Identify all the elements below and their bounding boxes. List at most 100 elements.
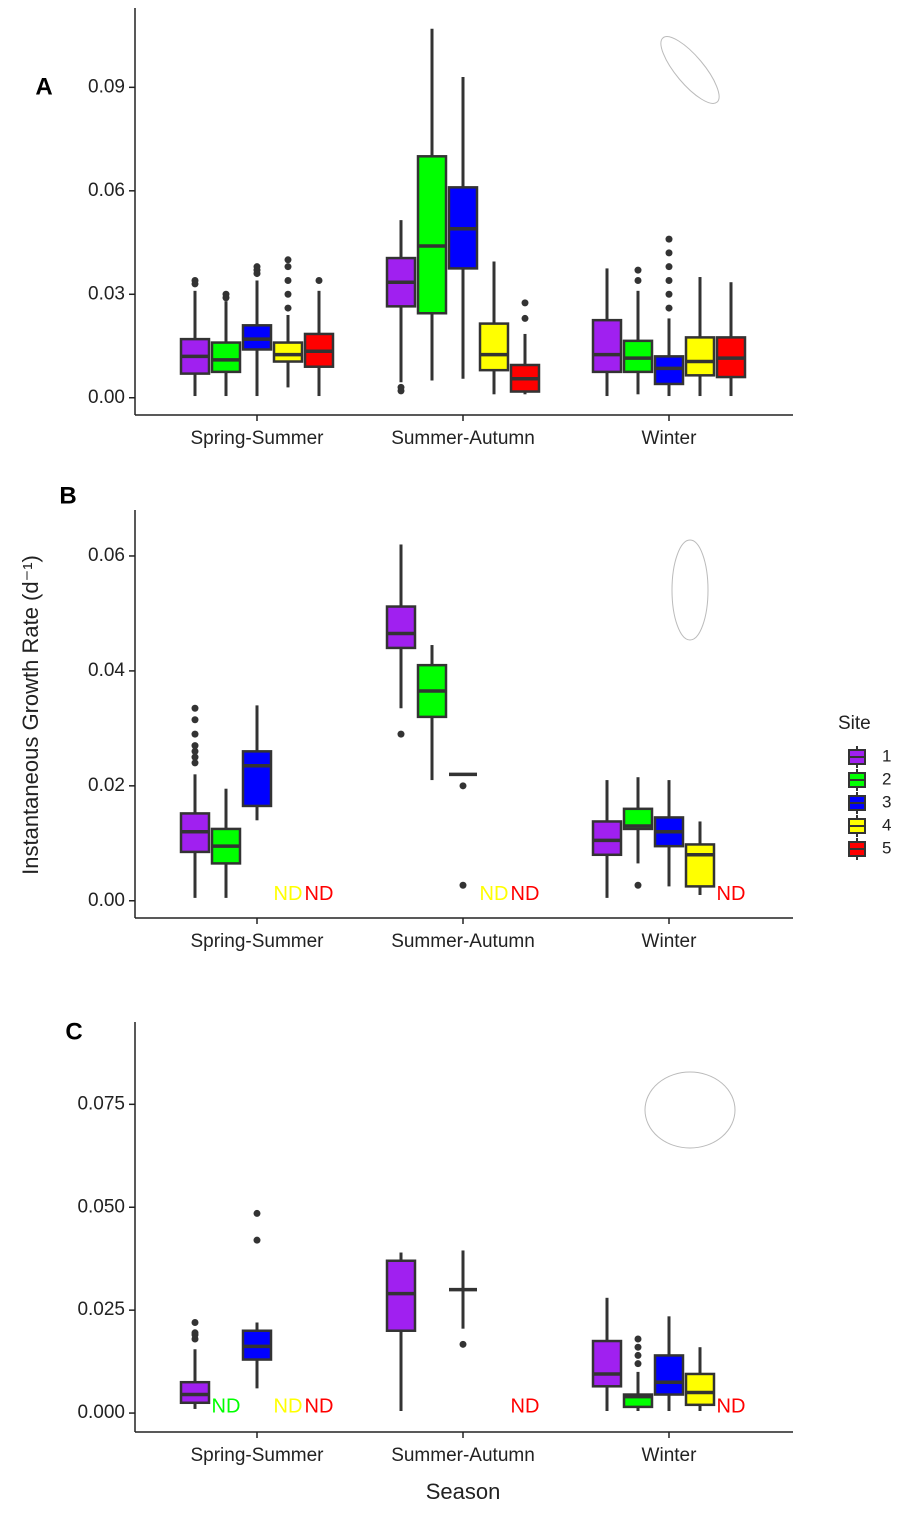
insect-sketches: [644, 36, 736, 1149]
outlier: [191, 730, 199, 738]
outlier: [191, 759, 199, 767]
outlier: [284, 256, 292, 264]
outlier: [397, 383, 405, 391]
outlier: [284, 290, 292, 298]
legend-label: 1: [882, 746, 891, 765]
y-tick-label: 0.09: [88, 76, 125, 97]
outlier: [191, 716, 199, 724]
box: [684, 843, 716, 888]
outlier: [634, 1360, 642, 1368]
panel-label: C: [65, 1018, 82, 1045]
y-tick-label: 0.06: [88, 545, 125, 566]
outlier: [191, 742, 199, 750]
box: [591, 318, 623, 374]
outlier: [191, 1329, 199, 1337]
outlier: [459, 782, 467, 790]
y-tick-label: 0.000: [77, 1402, 125, 1423]
box: [684, 336, 716, 377]
x-tick-label: Summer-Autumn: [391, 1445, 535, 1466]
box: [622, 807, 654, 831]
nd-label: ND: [274, 883, 303, 905]
x-tick-label: Spring-Summer: [190, 1445, 324, 1466]
y-tick-label: 0.00: [88, 387, 125, 408]
outlier: [222, 290, 230, 298]
outlier: [284, 276, 292, 284]
box: [210, 341, 242, 374]
box: [416, 155, 448, 315]
outlier: [459, 881, 467, 889]
x-tick-label: Summer-Autumn: [391, 428, 535, 449]
outlier: [253, 263, 261, 271]
panel-label: B: [59, 482, 76, 509]
outlier: [191, 753, 199, 761]
outlier: [634, 1351, 642, 1359]
outlier: [665, 235, 673, 243]
nd-label: ND: [717, 1395, 746, 1417]
outlier: [634, 881, 642, 889]
box: [385, 1259, 417, 1332]
nd-label: ND: [305, 1395, 334, 1417]
y-tick-label: 0.025: [77, 1299, 125, 1320]
y-tick-label: 0.06: [88, 180, 125, 201]
box: [179, 1380, 211, 1405]
nd-label: ND: [717, 883, 746, 905]
box: [684, 1372, 716, 1407]
outlier: [665, 263, 673, 271]
outlier: [665, 304, 673, 312]
legend-label: 5: [882, 838, 891, 857]
y-tick-label: 0.00: [88, 890, 125, 911]
legend-title: Site: [838, 713, 871, 734]
y-tick-label: 0.02: [88, 775, 125, 796]
panel-label: A: [35, 73, 52, 100]
y-axis-label: Instantaneous Growth Rate (d⁻¹): [18, 555, 43, 875]
outlier: [191, 1319, 199, 1327]
y-tick-label: 0.050: [77, 1196, 125, 1217]
outlier: [253, 1236, 261, 1244]
box: [591, 820, 623, 857]
outlier: [459, 1340, 467, 1348]
nd-label: ND: [511, 1395, 540, 1417]
outlier: [665, 276, 673, 284]
x-axis-label: Season: [426, 1479, 501, 1504]
outlier: [521, 314, 529, 322]
x-tick-label: Spring-Summer: [190, 428, 324, 449]
outlier: [191, 276, 199, 284]
outlier: [315, 276, 323, 284]
box: [478, 322, 510, 372]
box: [591, 1339, 623, 1388]
box: [241, 750, 273, 808]
box: [385, 605, 417, 650]
nd-label: ND: [511, 883, 540, 905]
outlier: [191, 747, 199, 755]
outlier: [397, 730, 405, 738]
y-tick-label: 0.04: [88, 660, 125, 681]
legend-label: 3: [882, 792, 891, 811]
outlier: [521, 299, 529, 307]
x-tick-label: Winter: [642, 428, 698, 449]
x-tick-label: Summer-Autumn: [391, 931, 535, 952]
box: [653, 1354, 685, 1396]
nd-label: ND: [212, 1395, 241, 1417]
legend-label: 2: [882, 769, 891, 788]
outlier: [284, 263, 292, 271]
nd-label: ND: [305, 883, 334, 905]
outlier: [665, 249, 673, 257]
nd-label: ND: [274, 1395, 303, 1417]
outlier: [634, 1343, 642, 1351]
outlier: [634, 276, 642, 284]
x-tick-label: Winter: [642, 1445, 698, 1466]
y-tick-label: 0.075: [77, 1093, 125, 1114]
legend-label: 4: [882, 815, 891, 834]
outlier: [191, 704, 199, 712]
nd-label: ND: [480, 883, 509, 905]
box: [272, 341, 304, 363]
outlier: [634, 266, 642, 274]
outlier: [253, 1209, 261, 1217]
y-tick-label: 0.03: [88, 283, 125, 304]
x-tick-label: Spring-Summer: [190, 931, 324, 952]
x-tick-label: Winter: [642, 931, 698, 952]
outlier: [284, 304, 292, 312]
outlier: [634, 1335, 642, 1343]
outlier: [665, 290, 673, 298]
